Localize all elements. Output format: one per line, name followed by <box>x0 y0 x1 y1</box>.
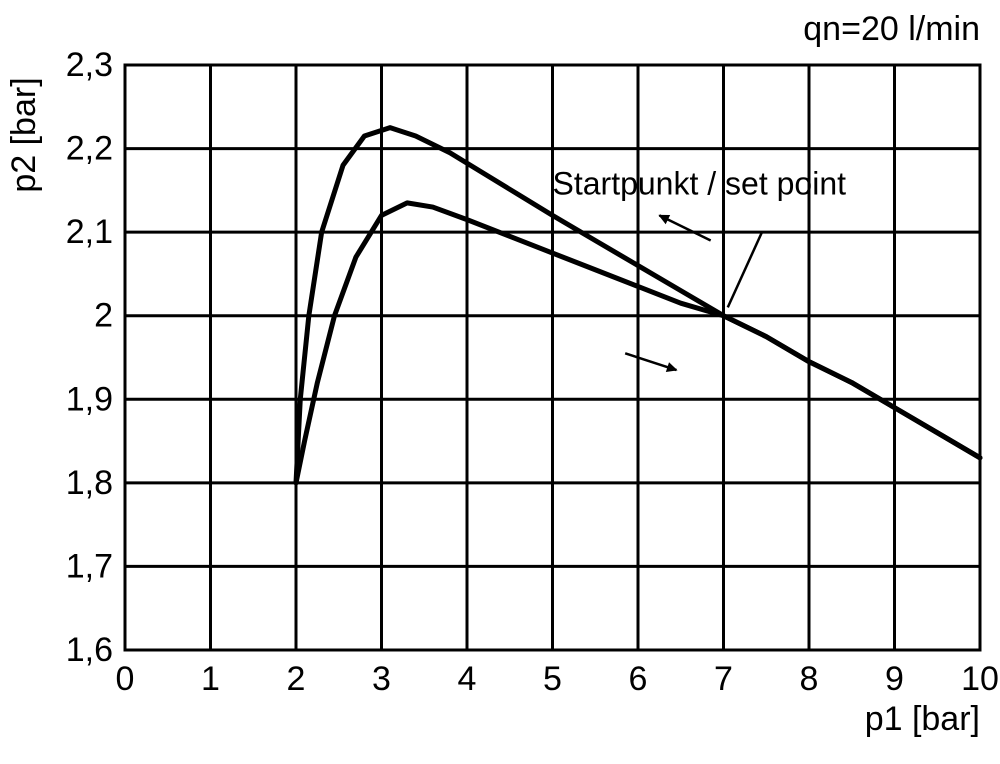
y-tick-label: 1,7 <box>66 547 113 585</box>
x-tick-label: 2 <box>287 660 306 698</box>
x-axis-label: p1 [bar] <box>865 700 980 738</box>
x-tick-label: 9 <box>885 660 904 698</box>
y-tick-label: 1,6 <box>66 631 113 669</box>
y-tick-label: 2,1 <box>66 213 113 251</box>
chart-svg: 0 1 2 3 4 5 6 7 8 9 10 1,6 1,7 1,8 1,9 2 2,1 2,2 2,3 p1 [ba… <box>0 0 1000 764</box>
x-tick-label: 5 <box>543 660 562 698</box>
y-tick-label: 2,3 <box>66 46 113 84</box>
x-tick-label: 4 <box>458 660 477 698</box>
y-tick-label: 1,8 <box>66 464 113 502</box>
x-tick-label: 3 <box>372 660 391 698</box>
x-tick-label: 1 <box>201 660 220 698</box>
y-tick-label: 2,2 <box>66 130 113 168</box>
pressure-chart: 0 1 2 3 4 5 6 7 8 9 10 1,6 1,7 1,8 1,9 2 2,1 2,2 2,3 p1 [ba… <box>0 0 1000 764</box>
flow-rate-label: qn=20 l/min <box>803 10 980 48</box>
x-tick-label: 6 <box>629 660 648 698</box>
x-tick-label: 8 <box>800 660 819 698</box>
x-tick-label: 7 <box>714 660 733 698</box>
y-axis-label: p2 [bar] <box>5 77 43 192</box>
setpoint-label: Startpunkt / set point <box>553 166 847 202</box>
y-tick-label: 2 <box>94 297 113 335</box>
y-tick-label: 1,9 <box>66 380 113 418</box>
x-tick-label: 0 <box>116 660 135 698</box>
x-tick-label: 10 <box>961 660 999 698</box>
